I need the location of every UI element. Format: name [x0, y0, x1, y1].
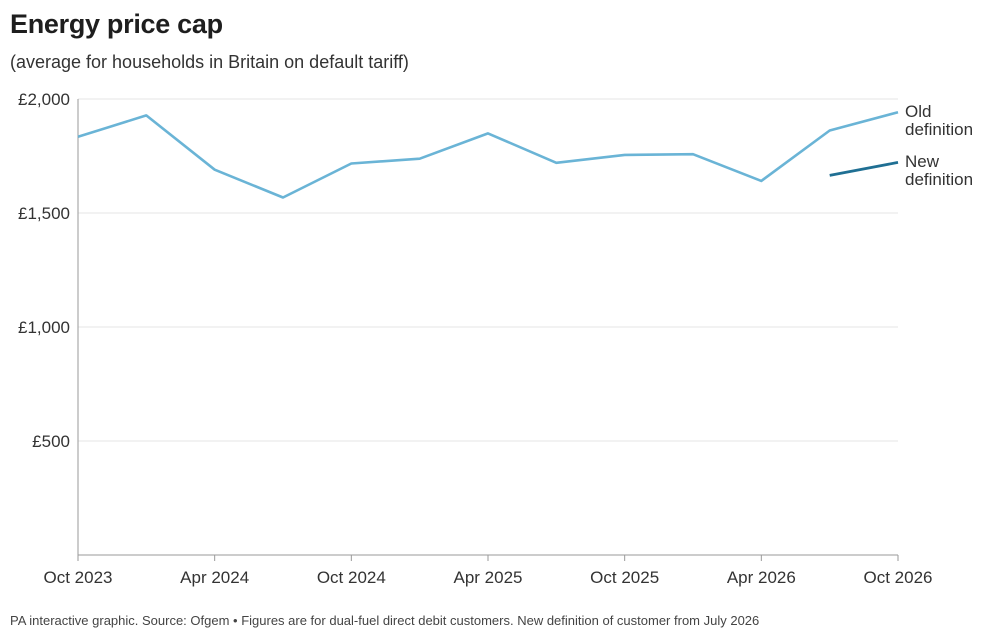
series-label-line: definition — [905, 120, 973, 139]
gridlines — [78, 98, 898, 442]
series-label-old-definition: Old definition — [905, 102, 973, 139]
x-tick-label: Oct 2025 — [590, 568, 659, 587]
x-tick-label: Oct 2026 — [864, 568, 933, 587]
x-tick-label: Apr 2025 — [454, 568, 523, 587]
footer-source-note: PA interactive graphic. Source: Ofgem • … — [10, 613, 760, 628]
y-tick-label: £500 — [32, 432, 70, 451]
series-label-line: Old — [905, 102, 931, 121]
chart-subtitle: (average for households in Britain on de… — [10, 52, 409, 72]
line-chart: £500£1,000£1,500£2,000 Oct 2023 Apr 2024 O… — [18, 90, 973, 587]
series-line-new-definition — [829, 161, 899, 177]
y-axis-ticks: £500 £1,000 £1,500 £2,000 — [18, 90, 70, 451]
x-tick-label: Apr 2024 — [180, 568, 249, 587]
series-line-old-definition — [77, 110, 899, 199]
y-tick-label: £1,500 — [18, 204, 70, 223]
series-label-line: New — [905, 152, 940, 171]
chart-title: Energy price cap — [10, 9, 223, 39]
x-tick-label: Oct 2023 — [44, 568, 113, 587]
series-lines — [77, 110, 899, 199]
y-tick-label: £2,000 — [18, 90, 70, 109]
series-label-new-definition: New definition — [905, 152, 973, 189]
y-tick-label: £1,000 — [18, 318, 70, 337]
x-axis-ticks: Oct 2023 Apr 2024 Oct 2024 Apr 2025 Oct 2025… — [44, 555, 933, 587]
x-tick-label: Oct 2024 — [317, 568, 386, 587]
x-tick-label: Apr 2026 — [727, 568, 796, 587]
series-label-line: definition — [905, 170, 973, 189]
